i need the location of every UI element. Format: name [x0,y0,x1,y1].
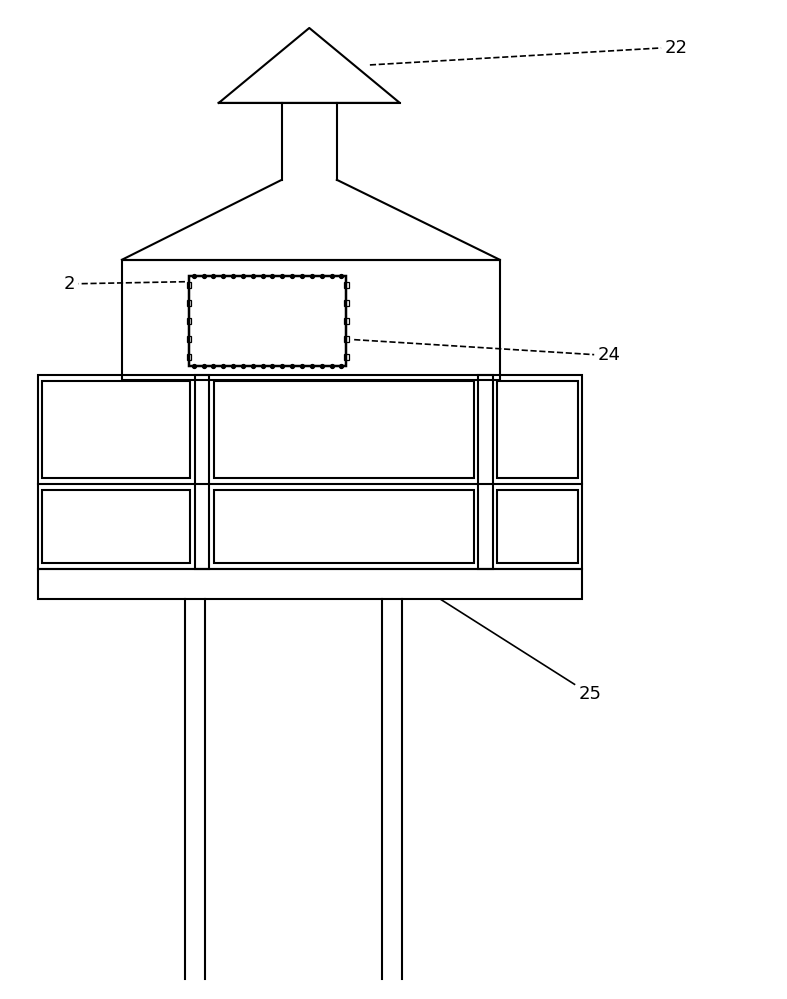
Text: 22: 22 [665,39,688,57]
Bar [187,300,191,306]
Bar [195,375,209,569]
Bar [189,276,346,366]
Text: 25: 25 [578,685,601,703]
Bar [38,569,582,599]
Bar [214,490,474,563]
Bar [497,381,578,478]
Bar [187,282,191,288]
Bar [344,354,349,360]
Bar [478,375,493,569]
Bar [497,490,578,563]
Bar [122,260,500,380]
Bar [344,300,349,306]
Text: 24: 24 [598,346,621,364]
Bar [344,336,349,342]
Bar [42,381,190,478]
Bar [214,381,474,478]
Bar [38,375,582,569]
Bar [344,282,349,288]
Bar [344,318,349,324]
Bar [187,318,191,324]
Bar [187,354,191,360]
Bar [187,336,191,342]
Bar [42,490,190,563]
Text: 2: 2 [63,275,75,293]
